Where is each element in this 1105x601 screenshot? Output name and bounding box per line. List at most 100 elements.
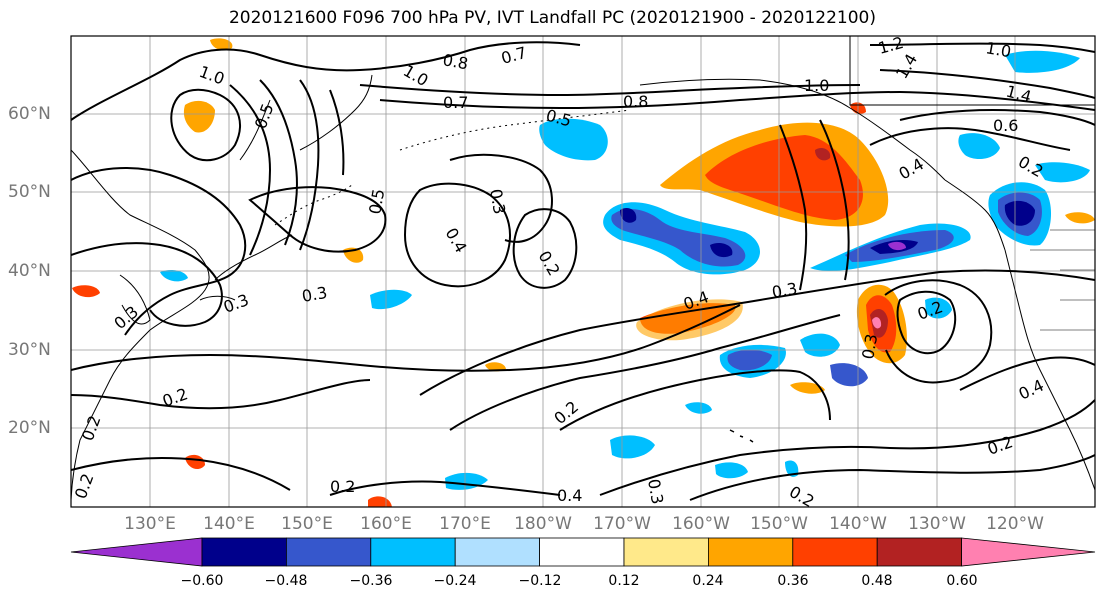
negative-anomaly-mid-8 — [925, 297, 952, 319]
contour-14 — [449, 153, 553, 243]
lon-label-170e: 170°E — [439, 514, 491, 534]
negative-anomaly-mid-5 — [715, 462, 748, 479]
positive-anomaly-small-4 — [72, 285, 100, 298]
colorbar-extend-right — [961, 537, 1096, 567]
negative-anomaly-mid-9 — [160, 270, 188, 282]
inset-box — [849, 36, 1095, 106]
negative-anomaly-coast-core — [1004, 200, 1035, 226]
negative-anomaly-ne-peak — [888, 241, 906, 251]
contour-32 — [899, 109, 1095, 126]
alaska-coast — [639, 78, 946, 181]
contour-9 — [379, 90, 1095, 111]
colorbar-bin — [876, 537, 963, 567]
contour-5 — [229, 84, 272, 256]
contour-30 — [869, 42, 1095, 53]
contour-3 — [71, 167, 247, 336]
contour-label: 0.6 — [993, 116, 1018, 135]
positive-anomaly-central-rim — [636, 299, 743, 341]
contour-label: 0.3 — [486, 187, 509, 215]
lon-label-140w: 140°W — [829, 514, 887, 534]
colorbar-bin — [285, 537, 372, 567]
lat-label-50n: 50°N — [8, 182, 51, 202]
negative-anomaly-central-core-2 — [710, 243, 733, 258]
positive-anomaly-east-peak — [872, 317, 882, 329]
contour-label: 0.2 — [330, 477, 355, 496]
negative-anomaly-mid-1-core — [727, 349, 772, 371]
contour-17 — [419, 269, 1095, 396]
negative-anomaly-mid-10 — [685, 402, 712, 414]
lat-label-40n: 40°N — [8, 261, 51, 281]
colorbar-tick-label: −0.36 — [349, 573, 393, 589]
colorbar-tick-label: 0.60 — [946, 573, 978, 589]
chart-title: 2020121600 F096 700 hPa PV, IVT Landfall… — [228, 8, 876, 28]
positive-anomaly-small-9 — [485, 362, 506, 372]
contour-19 — [559, 369, 831, 431]
korea-coast — [119, 274, 151, 325]
positive-anomaly-small-core — [815, 147, 831, 161]
lon-label-160w: 160°W — [672, 514, 730, 534]
contour-27 — [819, 119, 850, 281]
contour-12 — [403, 182, 511, 288]
lat-label-60n: 60°N — [8, 104, 51, 124]
positive-anomaly-small-5 — [790, 382, 825, 394]
contour-label: 0.3 — [300, 283, 328, 306]
contour-28 — [779, 124, 808, 291]
negative-anomaly-mid-6 — [370, 289, 412, 310]
colorbar-bin — [539, 537, 625, 567]
contour-7 — [329, 89, 345, 176]
bc-coast — [944, 179, 1006, 251]
lon-label-150w: 150°W — [750, 514, 808, 534]
contour-16 — [71, 379, 371, 410]
lat-label-20n: 20°N — [8, 418, 51, 438]
contour-13 — [512, 208, 578, 289]
na-west-coast — [1004, 249, 1095, 491]
lon-label-180w: 180°W — [514, 514, 572, 534]
positive-anomaly-small-6 — [1065, 212, 1095, 224]
colorbar-extend-left — [70, 537, 203, 567]
lat-label-30n: 30°N — [8, 340, 51, 360]
negative-anomaly-mid-4 — [610, 435, 655, 459]
contour-label: 0.4 — [557, 486, 582, 505]
contour-label: 1.0 — [804, 76, 829, 95]
colorbar-bin — [708, 537, 794, 567]
aleutian-islands — [399, 109, 631, 151]
contour-label: 0.3 — [644, 477, 667, 505]
contour-label: 0.7 — [443, 93, 468, 112]
positive-anomaly-small-1 — [210, 38, 233, 51]
hawaii-islands — [729, 429, 754, 443]
colorbar-tick-label: −0.24 — [433, 573, 477, 589]
contour-15 — [71, 304, 741, 372]
contour-31 — [879, 69, 1095, 99]
contour-1 — [71, 41, 581, 121]
contour-20 — [71, 457, 291, 491]
contour-8 — [359, 84, 861, 97]
japan-coast — [199, 234, 293, 301]
colorbar-tick-label: 0.12 — [608, 573, 640, 589]
contour-label: 0.5 — [365, 187, 388, 215]
contour-22 — [599, 399, 1095, 496]
colorbar-tick-label: 0.36 — [777, 573, 809, 589]
lon-label-150e: 150°E — [281, 514, 333, 534]
negative-anomaly-nw-pac — [539, 118, 608, 161]
lon-label-140e: 140°E — [203, 514, 255, 534]
contour-18 — [449, 314, 841, 431]
colorbar-tick-label: 0.48 — [861, 573, 893, 589]
contour-26 — [959, 356, 1095, 391]
kuril-islands — [274, 184, 353, 226]
contour-6 — [299, 79, 320, 251]
colorbar-tick-label: −0.60 — [180, 573, 224, 589]
colorbar-tick-label: −0.12 — [518, 573, 562, 589]
contour-23 — [689, 454, 1095, 501]
contour-label: 0.8 — [623, 92, 648, 111]
contour-29 — [869, 127, 1071, 151]
colorbar-tick-label: 0.24 — [692, 573, 724, 589]
contour-25 — [884, 279, 993, 384]
coastlines — [71, 74, 1095, 501]
contour-label: 1.2 — [876, 33, 906, 58]
negative-anomaly-east-4 — [1005, 50, 1080, 73]
kamchatka-coast — [239, 74, 373, 161]
positive-anomaly-nw — [183, 100, 215, 133]
negative-anomaly-mid-2 — [800, 333, 840, 357]
map-frame — [70, 35, 1096, 508]
